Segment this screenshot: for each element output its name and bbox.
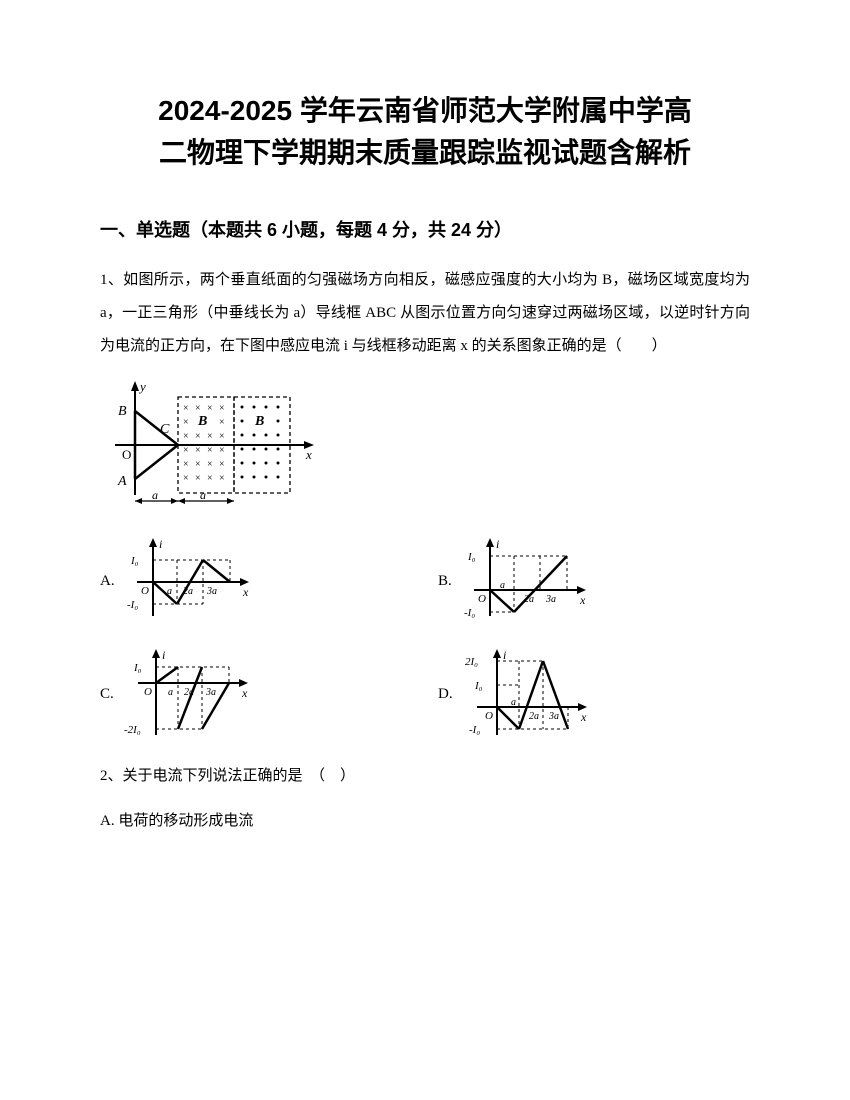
options-row-1: A. i x O I₀ -I₀ a 2a 3a B. [100,534,750,629]
svg-text:2a: 2a [524,594,534,605]
svg-text:×: × [219,403,225,414]
option-C: C. i x O I₀ -2I₀ a 2a 3a [100,647,412,742]
svg-text:×: × [195,445,201,456]
question-2-text: 2、关于电流下列说法正确的是 （ ） [100,760,750,793]
svg-text:-2I₀: -2I₀ [124,724,141,736]
option-D: D. i x O 2I₀ I₀ -I₀ a 2a 3a [438,647,750,742]
svg-text:i: i [496,537,499,551]
svg-text:i: i [162,648,165,662]
svg-text:3a: 3a [206,586,217,597]
svg-text:×: × [219,445,225,456]
width-a-1: a [152,488,158,502]
svg-text:×: × [195,403,201,414]
svg-text:×: × [183,459,189,470]
options-row-2: C. i x O I₀ -2I₀ a 2a 3a D. [100,647,750,742]
option-D-graph: i x O 2I₀ I₀ -I₀ a 2a 3a [463,647,593,742]
svg-text:O: O [478,593,486,605]
svg-text:I₀: I₀ [474,680,483,692]
field-B1-label: B [197,414,207,429]
origin-label: O [122,447,131,462]
svg-text:2a: 2a [184,687,194,698]
svg-text:O: O [485,710,493,722]
svg-text:i: i [159,537,162,551]
svg-text:I₀: I₀ [467,551,476,563]
svg-text:x: x [242,585,249,599]
svg-text:3a: 3a [548,711,559,722]
svg-text:×: × [219,459,225,470]
svg-text:3a: 3a [545,594,556,605]
title-line-1: 2024-2025 学年云南省师范大学附属中学高 [158,95,692,126]
page-title: 2024-2025 学年云南省师范大学附属中学高 二物理下学期期末质量跟踪监视试… [100,90,750,174]
svg-text:×: × [207,459,213,470]
svg-text:3a: 3a [205,687,216,698]
option-B-label: B. [438,568,452,595]
svg-text:a: a [167,586,172,597]
svg-text:O: O [141,585,149,597]
svg-text:×: × [183,445,189,456]
vertex-A: A [117,474,127,489]
option-C-label: C. [100,681,114,708]
svg-text:×: × [183,403,189,414]
svg-text:I₀: I₀ [130,555,139,567]
option-A: A. i x O I₀ -I₀ a 2a 3a [100,534,412,629]
svg-text:×: × [207,403,213,414]
question-1-figure: y x O B A C ×××× ×× ×××× ×××× ×××× ×××× … [100,375,750,516]
option-A-label: A. [100,568,115,595]
svg-text:×: × [195,459,201,470]
svg-text:x: x [580,710,587,724]
svg-text:×: × [195,431,201,442]
svg-text:×: × [207,473,213,484]
section-1-header: 一、单选题（本题共 6 小题，每题 4 分，共 24 分） [100,214,750,246]
svg-text:2a: 2a [183,586,193,597]
option-A-graph: i x O I₀ -I₀ a 2a 3a [125,534,255,629]
axis-x-label: x [305,447,312,462]
svg-text:×: × [207,431,213,442]
vertex-B: B [118,404,127,419]
option-C-graph: i x O I₀ -2I₀ a 2a 3a [124,647,254,742]
question-2-option-A: A. 电荷的移动形成电流 [100,805,750,838]
field-B2-label: B [254,414,264,429]
width-a-2: a [200,488,206,502]
svg-text:×: × [219,417,225,428]
svg-text:x: x [241,686,248,700]
svg-text:×: × [195,473,201,484]
axis-y-label: y [138,379,146,394]
svg-text:×: × [183,417,189,428]
svg-text:×: × [183,473,189,484]
svg-text:×: × [183,431,189,442]
svg-text:a: a [511,697,516,708]
svg-text:a: a [500,580,505,591]
question-1-text: 1、如图所示，两个垂直纸面的匀强磁场方向相反，磁感应强度的大小均为 B，磁场区域… [100,264,750,363]
title-line-2: 二物理下学期期末质量跟踪监视试题含解析 [159,137,691,168]
svg-text:O: O [144,686,152,698]
svg-text:I₀: I₀ [133,662,142,674]
vertex-C: C [160,422,170,437]
option-B-graph: i x O I₀ -I₀ a 2a 3a [462,534,592,629]
svg-text:-I₀: -I₀ [464,607,475,619]
svg-text:×: × [207,445,213,456]
svg-text:i: i [503,648,506,662]
svg-text:2a: 2a [529,711,539,722]
svg-text:a: a [168,687,173,698]
svg-text:×: × [219,431,225,442]
svg-text:×: × [219,473,225,484]
svg-text:-I₀: -I₀ [469,724,480,736]
svg-text:2I₀: 2I₀ [465,656,478,668]
svg-text:x: x [579,593,586,607]
svg-text:-I₀: -I₀ [127,599,138,611]
option-B: B. i x O I₀ -I₀ a 2a 3a [438,534,750,629]
option-D-label: D. [438,681,453,708]
